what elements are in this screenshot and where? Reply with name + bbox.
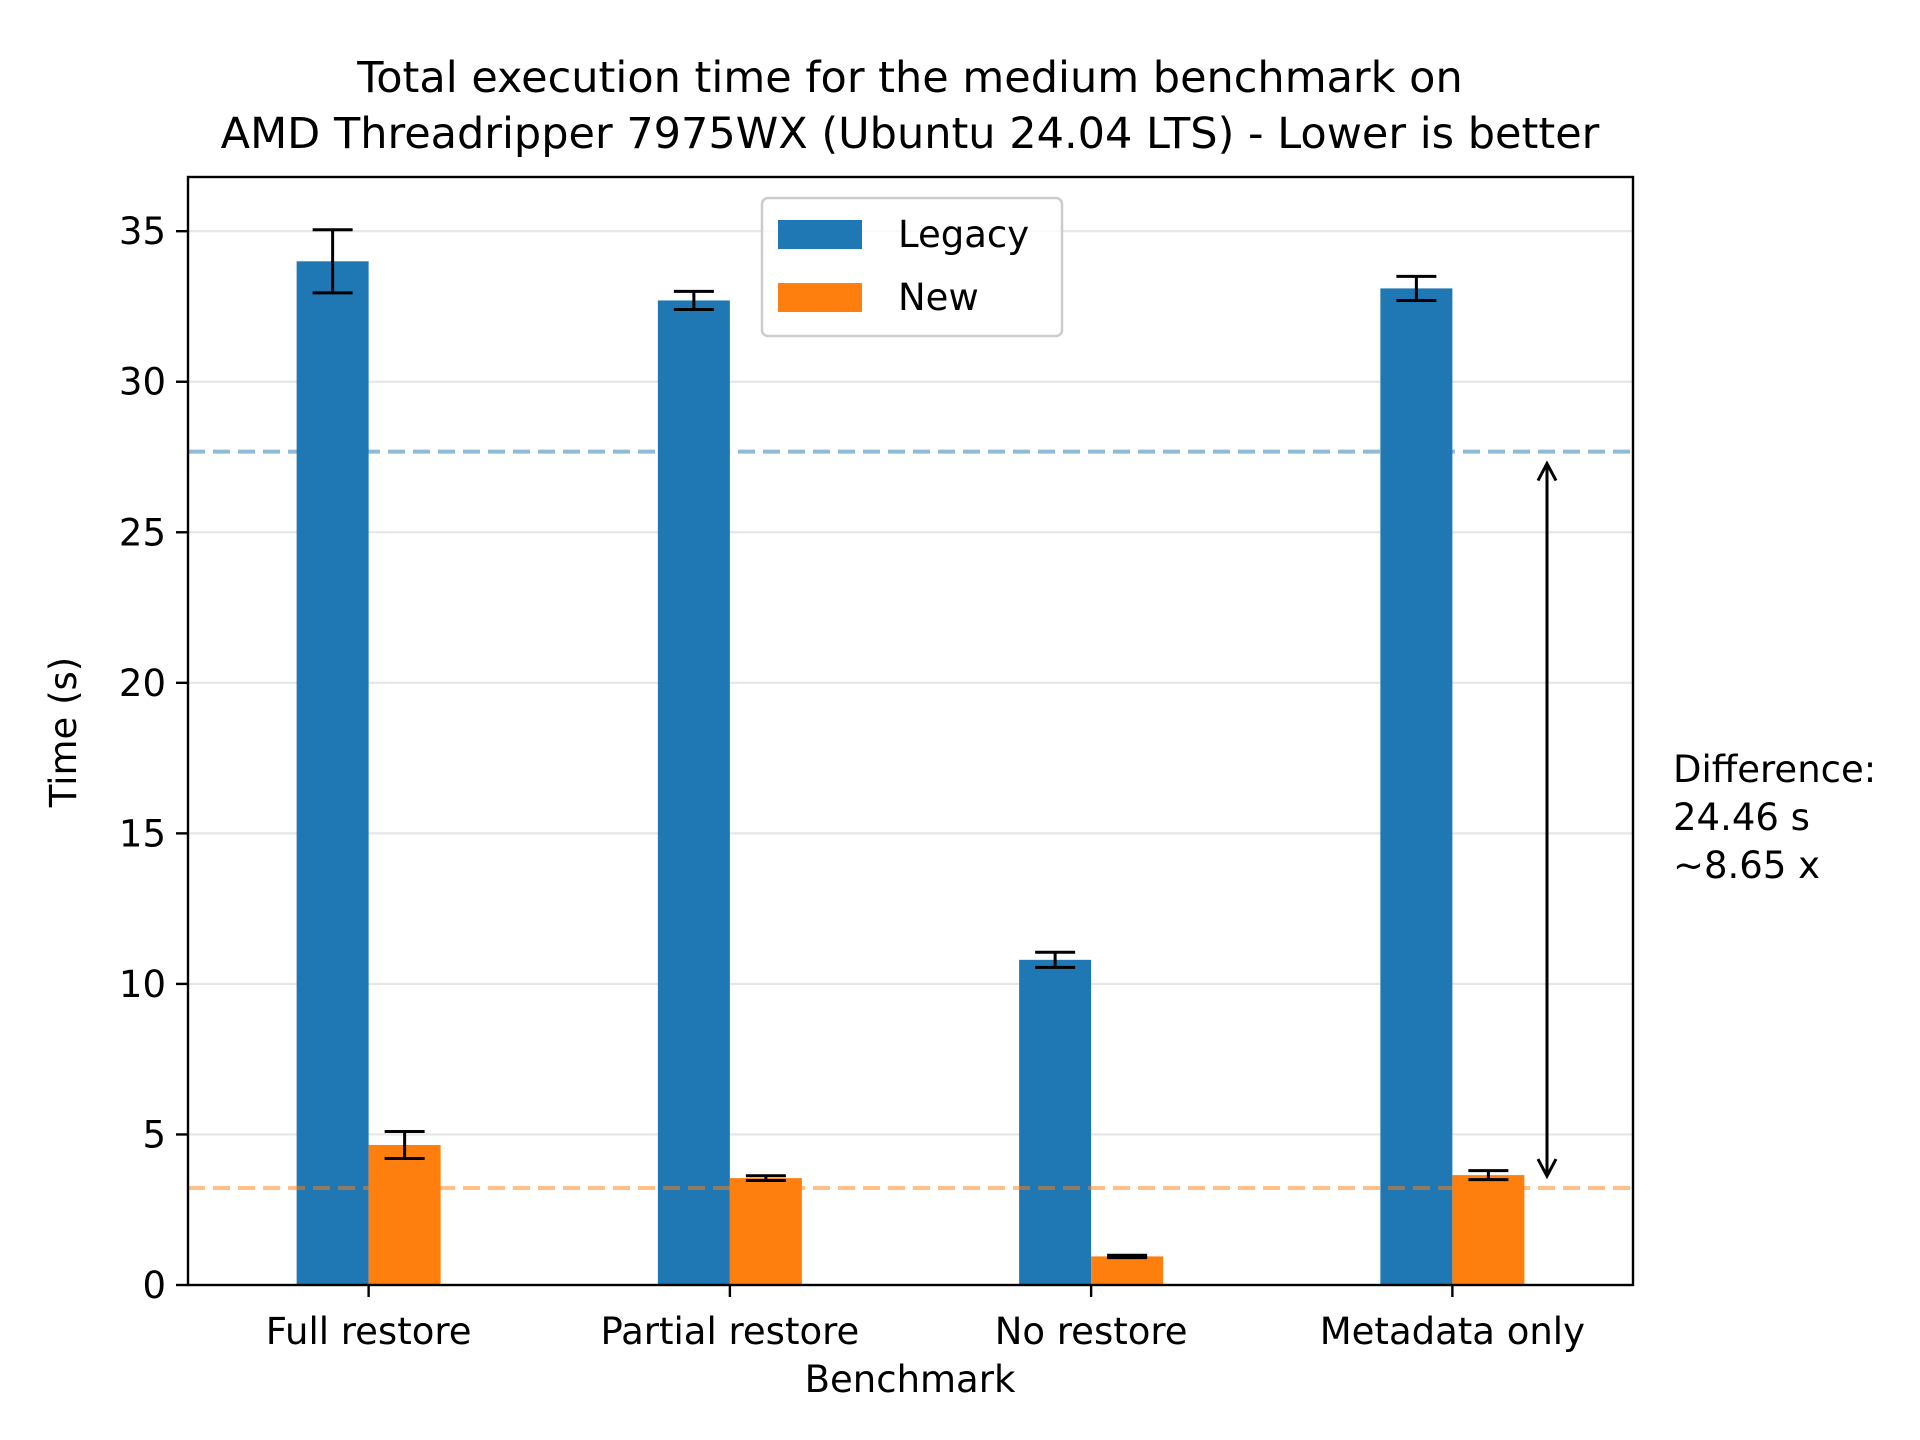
chart-title-line-2: AMD Threadripper 7975WX (Ubuntu 24.04 LT… xyxy=(221,109,1600,159)
y-tick-label-2: 10 xyxy=(119,963,166,1006)
x-tick-label-2: No restore xyxy=(995,1310,1188,1353)
bar-legacy-1 xyxy=(657,300,730,1285)
legend-swatch-new xyxy=(778,283,862,312)
axes-frame xyxy=(186,175,1635,1287)
difference-arrow-head-top xyxy=(1536,460,1558,482)
bar-new-0 xyxy=(368,1144,441,1285)
y-axis-label: Time (s) xyxy=(42,657,85,808)
bar-legacy-2 xyxy=(1019,959,1092,1285)
chart-title-line-1: Total execution time for the medium benc… xyxy=(356,53,1463,103)
difference-arrow-head-bottom xyxy=(1536,1158,1558,1180)
y-tick-label-6: 30 xyxy=(119,361,166,404)
plot-area: 0 5 10 15 20 25 30 35 Full restore Partial restor… xyxy=(119,175,1635,1353)
bar-legacy-0 xyxy=(296,261,369,1286)
annotation-line-2: 24.46 s xyxy=(1673,796,1810,839)
y-tick-label-4: 20 xyxy=(119,662,166,705)
annotation-line-3: ~8.65 x xyxy=(1673,844,1820,887)
bar-legacy-3 xyxy=(1380,288,1453,1285)
bar-new-1 xyxy=(729,1178,802,1285)
y-tick-label-1: 5 xyxy=(142,1113,166,1156)
legend: Legacy New xyxy=(760,196,1064,338)
y-tick-label-3: 15 xyxy=(119,812,166,855)
x-tick-label-1: Partial restore xyxy=(600,1310,859,1353)
annotation-line-1: Difference: xyxy=(1673,748,1876,791)
x-tick-label-3: Metadata only xyxy=(1320,1310,1585,1353)
x-axis-label: Benchmark xyxy=(805,1358,1016,1401)
difference-annotation: Difference: 24.46 s ~8.65 x xyxy=(1673,748,1876,887)
legend-label-legacy: Legacy xyxy=(898,213,1029,256)
bar-new-3 xyxy=(1452,1175,1525,1285)
bar-new-2 xyxy=(1091,1256,1164,1285)
legend-label-new: New xyxy=(898,276,979,319)
x-tick-label-0: Full restore xyxy=(266,1310,472,1353)
y-tick-label-0: 0 xyxy=(142,1264,166,1307)
legend-swatch-legacy xyxy=(778,220,862,249)
y-tick-label-7: 35 xyxy=(119,210,166,253)
y-tick-label-5: 25 xyxy=(119,511,166,554)
